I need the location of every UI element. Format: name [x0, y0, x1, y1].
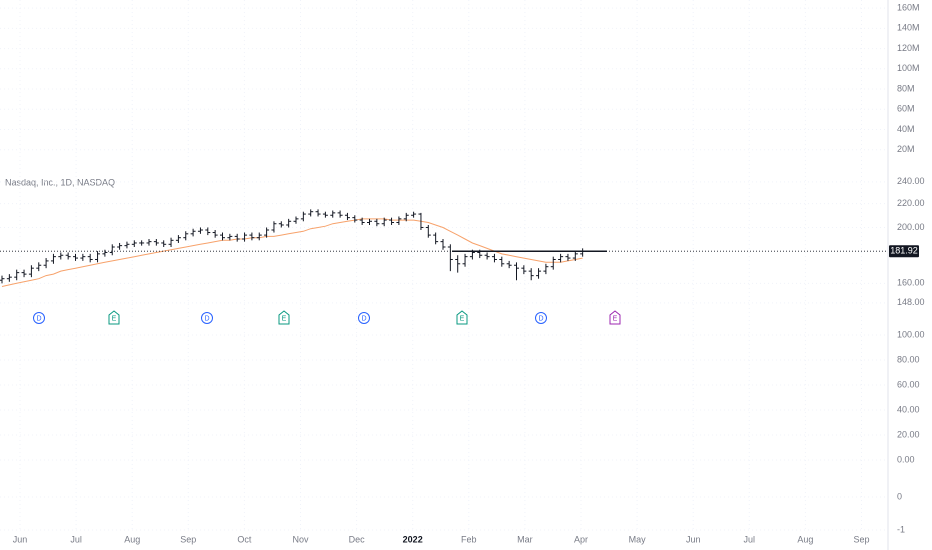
y-tick-label: 160M	[897, 2, 920, 12]
dividend-badge	[201, 312, 213, 324]
y-tick-label: 80.00	[897, 354, 920, 364]
dividend-badge	[535, 312, 547, 324]
x-tick-label: Oct	[237, 534, 252, 544]
y-tick-label: 148.00	[897, 297, 925, 307]
earnings-badge	[609, 310, 621, 325]
x-tick-label: Aug	[124, 534, 140, 544]
x-tick-label: Aug	[797, 534, 813, 544]
event-label: D	[204, 315, 209, 322]
y-tick-label: 20.00	[897, 429, 920, 439]
event-label: E	[112, 315, 117, 322]
y-tick-label: 40M	[897, 124, 915, 134]
y-tick-label: 20M	[897, 144, 915, 154]
x-tick-label: Dec	[349, 534, 366, 544]
y-tick-label: 0	[897, 491, 902, 501]
x-tick-label: Jul	[744, 534, 756, 544]
y-tick-label: 120M	[897, 43, 920, 53]
y-tick-label: 160.00	[897, 278, 925, 288]
y-tick-label: -1	[897, 524, 905, 534]
moving-average	[1, 218, 583, 287]
event-label: D	[538, 315, 543, 322]
x-tick-label: Sep	[853, 534, 869, 544]
y-tick-label: 100M	[897, 63, 920, 73]
event-label: E	[282, 315, 287, 322]
event-label: E	[460, 315, 465, 322]
x-tick-label: Feb	[461, 534, 477, 544]
price-label-box	[889, 245, 919, 258]
y-tick-label: 0.00	[897, 454, 915, 464]
price-label: 181.92	[890, 246, 918, 256]
y-tick-label: 40.00	[897, 404, 920, 414]
earnings-badge	[108, 310, 120, 325]
x-tick-label: Jun	[13, 534, 28, 544]
earnings-badge	[278, 310, 290, 325]
earnings-badge	[456, 310, 468, 325]
x-tick-label: 2022	[403, 534, 423, 544]
y-tick-label: 240.00	[897, 176, 925, 186]
x-tick-label: May	[629, 534, 647, 544]
y-tick-label: 100.00	[897, 329, 925, 339]
x-tick-label: Jul	[70, 534, 82, 544]
x-tick-label: Jun	[686, 534, 701, 544]
y-tick-label: 60.00	[897, 379, 920, 389]
x-tick-label: Sep	[180, 534, 196, 544]
event-label: D	[361, 315, 366, 322]
x-tick-label: Mar	[517, 534, 533, 544]
y-tick-label: 60M	[897, 104, 915, 114]
chart-title: Nasdaq, Inc., 1D, NASDAQ	[5, 177, 115, 187]
dividend-badge	[33, 312, 45, 324]
dividend-badge	[358, 312, 370, 324]
y-tick-label: 220.00	[897, 198, 925, 208]
event-label: E	[613, 315, 618, 322]
y-tick-label: 200.00	[897, 222, 925, 232]
event-label: D	[36, 315, 41, 322]
x-tick-label: Apr	[574, 534, 588, 544]
y-tick-label: 80M	[897, 83, 915, 93]
x-tick-label: Nov	[292, 534, 309, 544]
y-tick-label: 140M	[897, 23, 920, 33]
